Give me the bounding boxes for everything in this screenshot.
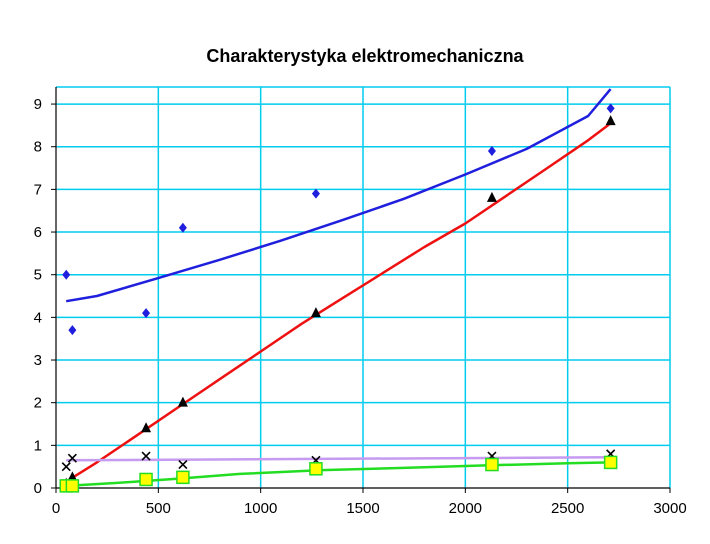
- x-tick-label: 1000: [244, 500, 277, 517]
- y-tick-label: 7: [34, 181, 42, 198]
- series-4-point: [65, 479, 80, 493]
- x-tick-label: 3000: [653, 500, 686, 517]
- y-tick-label: 9: [34, 96, 42, 113]
- y-tick-label: 0: [34, 480, 42, 497]
- x-tick-label: 2500: [551, 500, 584, 517]
- trendline-3: [66, 456, 611, 462]
- trendline-1: [65, 88, 612, 303]
- series-2-point: [141, 422, 152, 433]
- series-3-point: [178, 459, 188, 470]
- series-2-point: [486, 191, 497, 202]
- series-4-point: [485, 457, 499, 472]
- series-3-point: [61, 462, 71, 472]
- x-tick-label: 2000: [449, 500, 482, 517]
- series-1-point: [606, 103, 615, 114]
- series-2-point: [177, 396, 188, 407]
- plot-area: 0 500 1000 1500 2000 2500 3000 0 1 2 3 4 5 6 7 8 9: [34, 86, 687, 517]
- series-2-point: [310, 307, 321, 318]
- series-4-point: [603, 455, 618, 470]
- y-tick-label: 6: [34, 224, 42, 241]
- series-1-point: [487, 145, 496, 156]
- y-tick-label: 8: [34, 139, 42, 156]
- trendline-2: [65, 122, 612, 483]
- y-tick-label: 1: [34, 437, 42, 454]
- series-1-point: [311, 188, 320, 199]
- series-1-point: [178, 222, 187, 233]
- series-4-point: [309, 462, 323, 476]
- series-2-point: [67, 471, 78, 482]
- y-tick-label: 5: [34, 267, 42, 284]
- series-3-point: [141, 451, 151, 461]
- x-tick-label: 0: [52, 500, 60, 517]
- chart-title: Charakterystyka elektromechaniczna: [206, 46, 524, 66]
- series-1-point: [62, 269, 71, 280]
- x-tick-label: 1500: [346, 500, 379, 517]
- x-tick-label: 500: [146, 500, 171, 517]
- y-tick-label: 4: [34, 309, 42, 326]
- series-4-point: [139, 472, 153, 487]
- y-tick-label: 2: [34, 395, 42, 412]
- series-1-point: [68, 325, 77, 336]
- y-tick-label: 3: [34, 352, 42, 369]
- series-2-point: [605, 115, 616, 126]
- series-4-point: [176, 470, 190, 485]
- series-3-point: [67, 453, 77, 463]
- series-1-point: [142, 308, 151, 319]
